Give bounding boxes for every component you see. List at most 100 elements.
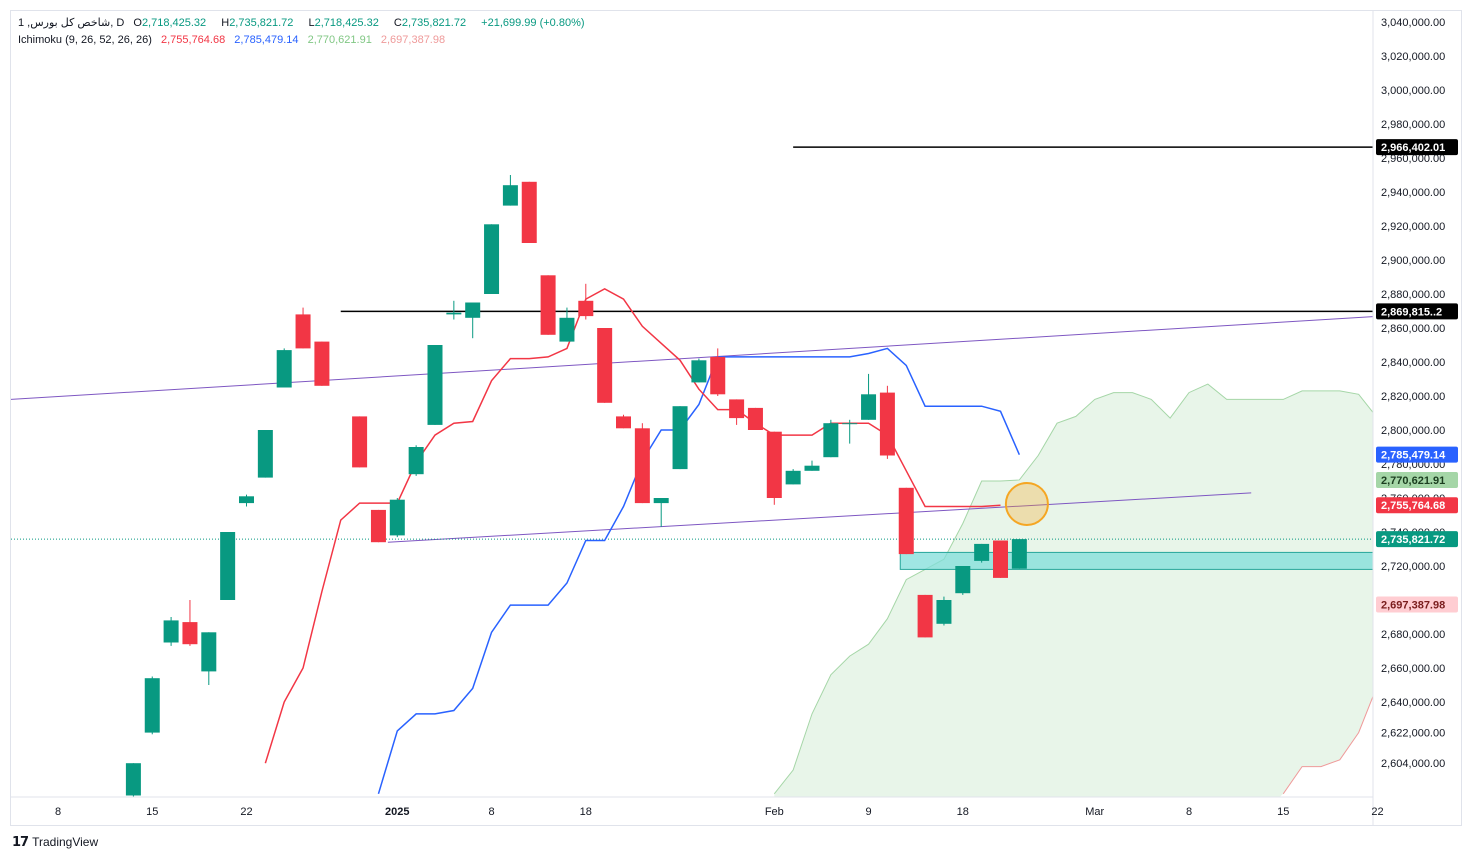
candle-body[interactable] [125,763,141,796]
candle-body[interactable] [766,431,782,498]
y-tick-label: 2,840,000.00 [1381,357,1445,369]
candle-body[interactable] [201,632,217,672]
candle-body[interactable] [484,224,500,294]
x-tick-label: Feb [765,806,784,818]
y-tick-label: 3,040,000.00 [1381,17,1445,29]
x-tick-label: 22 [240,806,252,818]
low-field: L2,718,425.32 [308,17,379,29]
candle-body[interactable] [616,416,631,429]
candle-body[interactable] [408,447,424,475]
candle-body[interactable] [521,181,537,243]
candle-body[interactable] [879,392,895,456]
x-tick-label: 2025 [385,806,409,818]
x-tick-label: 9 [865,806,871,818]
candle-body[interactable] [239,496,254,504]
candle-body[interactable] [898,487,914,555]
candle-body[interactable] [691,360,707,383]
trendline-1[interactable] [11,313,1438,400]
indicator-legend[interactable]: Ichimoku (9, 26, 52, 26, 26) 2,755,764.6… [18,34,451,46]
candle-body[interactable] [747,407,763,430]
senkou-span-b-line [1282,695,1373,795]
candle-body[interactable] [861,394,877,420]
y-tick-label: 2,800,000.00 [1381,425,1445,437]
y-tick-label: 2,820,000.00 [1381,391,1445,403]
candle-body[interactable] [955,566,971,594]
candle-body[interactable] [578,300,594,317]
candle-body[interactable] [993,540,1008,578]
candle-body[interactable] [672,406,688,470]
candle-body[interactable] [352,416,368,468]
ichimoku-cloud [774,384,1373,797]
candle-body[interactable] [823,423,839,458]
candle-body[interactable] [936,600,952,624]
x-tick-label: 8 [488,806,494,818]
candle-body[interactable] [729,399,745,419]
candle-body[interactable] [276,350,292,388]
kijun-value: 2,785,479.14 [234,34,299,46]
candle-body[interactable] [144,678,160,733]
change-value: +21,699.99 (+0.80%) [481,17,585,29]
y-tick-label: 2,640,000.00 [1381,697,1445,709]
span-a-value: 2,770,621.91 [307,34,372,46]
candle-body[interactable] [502,185,518,206]
senkou-span-a-line [773,383,1373,795]
x-tick-label: 18 [957,806,969,818]
y-tick-label: 2,940,000.00 [1381,187,1445,199]
hline-price-tag-2: 2,869,815..2 [1381,306,1442,318]
candle-body[interactable] [653,498,669,504]
candle-body[interactable] [220,532,236,600]
candle-body[interactable] [182,622,198,645]
candle-body[interactable] [446,312,462,315]
current-price-tag: 2,735,821.72 [1381,534,1445,546]
candle-body[interactable] [974,543,990,561]
y-tick-label: 2,720,000.00 [1381,561,1445,573]
candle-body[interactable] [163,620,179,643]
y-tick-label: 2,920,000.00 [1381,221,1445,233]
tenkan-value: 2,755,764.68 [160,34,226,46]
candle-body[interactable] [314,341,330,386]
low-value: 2,718,425.32 [314,17,379,29]
high-value: 2,735,821.72 [229,17,294,29]
indicator-name: Ichimoku (9, 26, 52, 26, 26) [18,34,152,46]
y-tick-label: 2,860,000.00 [1381,323,1445,335]
candle-body[interactable] [917,594,933,638]
y-tick-label: 2,960,000.00 [1381,153,1445,165]
close-field: C2,735,821.72 [393,17,467,29]
highlight-circle[interactable] [1004,481,1049,526]
y-tick-label: 2,622,000.00 [1381,728,1445,740]
candle-body[interactable] [389,499,405,536]
price-tag-span-a: 2,770,621.91 [1381,475,1445,487]
candle-body[interactable] [710,356,726,395]
candle-body[interactable] [804,465,820,471]
candle-body[interactable] [842,423,858,425]
span-b-value: 2,697,387.98 [380,34,446,46]
price-tag-tenkan-bg [1376,497,1458,514]
ohlc-legend: 1 ,شاخص کل بورس, D O2,718,425.32 H2,735,… [18,16,591,29]
price-tag-span-b-bg [1376,596,1458,613]
candle-body[interactable] [634,428,650,504]
candle-body[interactable] [785,470,801,485]
close-value: 2,735,821.72 [401,17,467,29]
current-price-tag-bg [1376,531,1458,548]
brand-label: TradingView [32,835,99,849]
y-tick-label: 3,020,000.00 [1381,51,1445,63]
open-value: 2,718,425.32 [141,17,207,29]
x-tick-label: 18 [580,806,592,818]
y-tick-label: 2,900,000.00 [1381,255,1445,267]
trendline-2[interactable] [387,492,1252,543]
candle-body[interactable] [1011,539,1027,569]
x-tick-label: 15 [1277,806,1289,818]
candle-body[interactable] [559,317,575,342]
price-tag-kijun: 2,785,479.14 [1381,450,1446,462]
candle-body[interactable] [295,314,311,349]
tradingview-footer[interactable]: 𝟭𝟳 TradingView [12,834,98,850]
candle-body[interactable] [370,509,386,543]
y-tick-label: 3,000,000.00 [1381,85,1445,97]
candle-body[interactable] [427,345,443,425]
candle-body[interactable] [465,302,481,318]
candle-body[interactable] [257,430,273,478]
candle-body[interactable] [540,275,556,335]
candle-body[interactable] [597,328,613,403]
